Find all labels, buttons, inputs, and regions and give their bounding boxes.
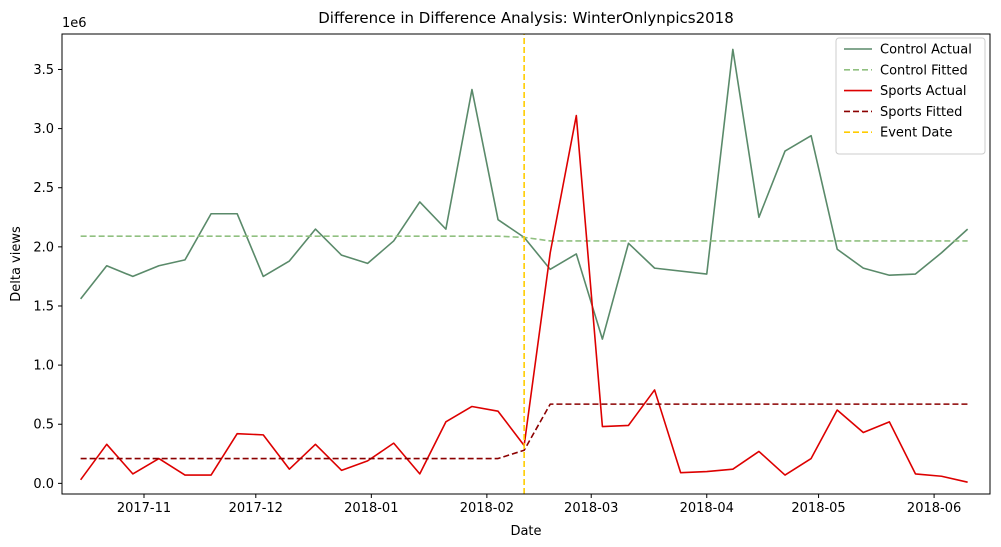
legend: Control Actual Control Fitted Sports Actua… bbox=[835, 37, 986, 155]
y-multiplier-label: 1e6 bbox=[62, 16, 87, 31]
y-tick-label: 3.5 bbox=[33, 63, 54, 78]
x-tick-label: 2018-02 bbox=[460, 501, 514, 516]
legend-label-sports-fitted: Sports Fitted bbox=[880, 105, 962, 120]
legend-label-sports-actual: Sports Actual bbox=[880, 84, 967, 99]
x-tick-label: 2017-11 bbox=[117, 501, 171, 516]
legend-box bbox=[835, 37, 986, 155]
y-tick-label: 0.5 bbox=[33, 418, 54, 433]
x-axis-label: Date bbox=[510, 524, 541, 539]
axes-layer: 2017-11 2017-12 2018-01 2018-02 2018-03 2018-… bbox=[33, 33, 991, 516]
x-tick-label: 2018-05 bbox=[791, 501, 845, 516]
chart-title: Difference in Difference Analysis: Winte… bbox=[318, 9, 734, 27]
legend-label-control-actual: Control Actual bbox=[880, 43, 972, 58]
legend-label-event-date: Event Date bbox=[880, 126, 952, 141]
series-line-control-actual bbox=[80, 48, 969, 340]
legend-label-control-fitted: Control Fitted bbox=[880, 63, 968, 78]
plot-frame bbox=[61, 33, 991, 495]
y-tick-label: 0.0 bbox=[33, 477, 54, 492]
y-tick-label: 2.0 bbox=[33, 240, 54, 255]
y-tick-label: 1.5 bbox=[33, 299, 54, 314]
x-tick-label: 2018-03 bbox=[564, 501, 618, 516]
x-tick-label: 2018-04 bbox=[680, 501, 734, 516]
x-tick-label: 2017-12 bbox=[229, 501, 283, 516]
x-tick-label: 2018-06 bbox=[907, 501, 961, 516]
y-axis-label: Delta views bbox=[9, 226, 24, 302]
series-layer bbox=[79, 34, 969, 494]
y-tick-label: 3.0 bbox=[33, 122, 54, 137]
series-line-sports-fitted bbox=[80, 403, 968, 460]
y-tick-label: 1.0 bbox=[33, 359, 54, 374]
x-tick-label: 2018-01 bbox=[344, 501, 398, 516]
y-tick-label: 2.5 bbox=[33, 181, 54, 196]
